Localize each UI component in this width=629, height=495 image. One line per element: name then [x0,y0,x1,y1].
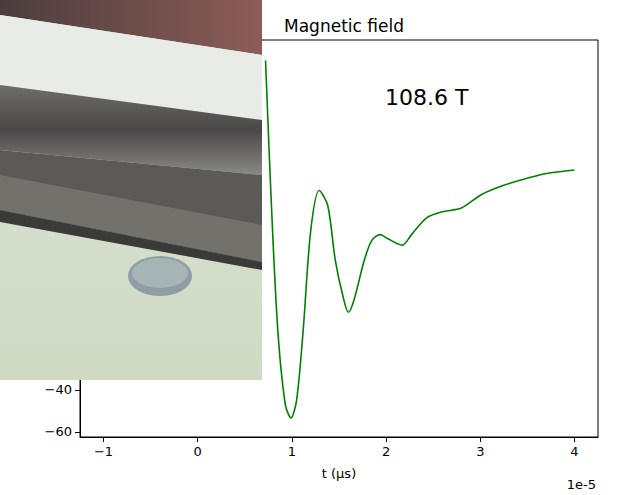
svg-text:0: 0 [194,444,202,459]
svg-text:t (μs): t (μs) [322,466,356,481]
svg-text:−1: −1 [94,444,113,459]
svg-text:2: 2 [382,444,390,459]
svg-text:108.6 T: 108.6 T [385,85,469,110]
svg-text:Magnetic field: Magnetic field [284,16,404,36]
svg-text:4: 4 [570,444,578,459]
svg-text:1: 1 [288,444,296,459]
svg-text:1e-5: 1e-5 [567,477,596,492]
svg-text:3: 3 [476,444,484,459]
svg-text:−40: −40 [45,382,72,397]
svg-text:−60: −60 [45,424,72,439]
